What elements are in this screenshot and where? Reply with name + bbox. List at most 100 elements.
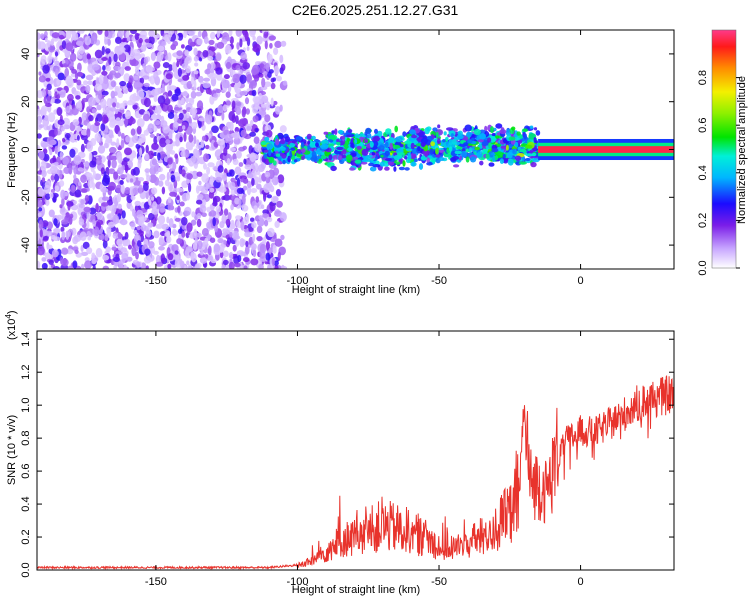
heatmap-signal-cell xyxy=(465,156,470,163)
heatmap-noise-cell xyxy=(91,108,97,114)
heatmap-signal-cell xyxy=(450,133,454,138)
heatmap-noise-cell xyxy=(179,136,183,143)
heatmap-noise-cell xyxy=(124,111,132,120)
snr-y-tick-label: 1.2 xyxy=(20,365,32,380)
heatmap-signal-cell xyxy=(517,146,521,151)
heatmap-noise-cell xyxy=(92,264,96,269)
heatmap-noise-cell xyxy=(239,38,243,48)
heatmap-noise-cell xyxy=(94,226,100,237)
heatmap-noise-cell xyxy=(158,39,166,46)
heatmap-noise-cell xyxy=(277,251,281,261)
heatmap-noise-cell xyxy=(251,177,255,187)
heatmap-noise-cell xyxy=(149,105,153,113)
heatmap-signal-cell xyxy=(395,136,403,143)
heatmap-signal-cell xyxy=(398,166,405,171)
heatmap-noise-cell xyxy=(166,216,170,224)
heatmap-noise-cell xyxy=(256,236,263,242)
heatmap-noise-cell xyxy=(116,138,120,148)
heatmap-noise-cell xyxy=(38,71,42,76)
heatmap-signal-cell xyxy=(519,134,523,139)
heatmap-noise-cell xyxy=(151,158,158,166)
heatmap-noise-cell xyxy=(69,52,77,62)
heatmap-noise-cell xyxy=(199,250,204,256)
heatmap-noise-cell xyxy=(147,222,154,228)
spectrogram-y-axis-label: Frequency (Hz) xyxy=(6,112,18,188)
heatmap-noise-cell xyxy=(96,104,102,111)
heatmap-noise-cell xyxy=(149,133,155,138)
heatmap-noise-cell xyxy=(173,113,178,123)
heatmap-noise-cell xyxy=(203,77,211,82)
heatmap-noise-cell xyxy=(196,38,203,46)
heatmap-signal-cell xyxy=(295,136,303,141)
heatmap-noise-cell xyxy=(61,247,69,255)
heatmap-noise-cell xyxy=(134,200,141,207)
heatmap-noise-cell xyxy=(114,110,119,115)
heatmap-signal-cell xyxy=(336,146,344,151)
heatmap-signal-cell xyxy=(499,129,507,135)
heatmap-noise-cell xyxy=(74,249,79,254)
heatmap-noise-cell xyxy=(213,243,221,253)
heatmap-signal-cell xyxy=(330,165,337,172)
heatmap-noise-cell xyxy=(195,91,203,97)
heatmap-noise-cell xyxy=(132,166,140,176)
heatmap-noise-cell xyxy=(137,240,142,247)
heatmap-noise-cell xyxy=(222,259,229,265)
heatmap-noise-cell xyxy=(221,195,226,201)
heatmap-noise-cell xyxy=(261,103,268,108)
heatmap-signal-cell xyxy=(529,125,534,129)
heatmap-signal-cell xyxy=(454,150,462,155)
heatmap-signal-cell xyxy=(284,136,291,143)
heatmap-noise-cell xyxy=(167,157,173,165)
snr-x-tick-label: 0 xyxy=(578,576,584,588)
heatmap-signal-cell xyxy=(479,133,486,140)
heatmap-noise-cell xyxy=(76,79,82,86)
heatmap-noise-cell xyxy=(86,247,93,255)
heatmap-noise-cell xyxy=(47,244,53,250)
heatmap-noise-cell xyxy=(202,199,207,207)
heatmap-noise-cell xyxy=(105,246,111,253)
heatmap-noise-cell xyxy=(218,186,227,193)
heatmap-noise-cell xyxy=(280,63,286,72)
heatmap-noise-cell xyxy=(182,125,186,130)
heatmap-noise-cell xyxy=(215,67,223,75)
heatmap-noise-cell xyxy=(243,257,250,263)
heatmap-noise-cell xyxy=(252,115,259,123)
heatmap-noise-cell xyxy=(62,156,69,166)
heatmap-noise-cell xyxy=(193,70,199,75)
heatmap-noise-cell xyxy=(264,81,272,87)
heatmap-signal-cell xyxy=(453,164,460,168)
heatmap-noise-cell xyxy=(272,167,280,176)
heatmap-noise-cell xyxy=(158,203,166,214)
heatmap-noise-cell xyxy=(48,259,54,265)
heatmap-noise-cell xyxy=(224,44,232,55)
heatmap-signal-cell xyxy=(523,133,527,140)
heatmap-noise-cell xyxy=(100,233,105,240)
heatmap-noise-cell xyxy=(240,220,245,231)
heatmap-noise-cell xyxy=(183,132,187,142)
heatmap-noise-cell xyxy=(46,125,51,131)
heatmap-noise-cell xyxy=(248,227,254,232)
heatmap-noise-cell xyxy=(86,54,92,60)
heatmap-noise-cell xyxy=(212,217,216,227)
heatmap-signal-cell xyxy=(413,158,418,163)
heatmap-noise-cell xyxy=(223,147,228,157)
heatmap-signal-cell xyxy=(411,134,418,139)
heatmap-signal-cell xyxy=(349,167,356,171)
snr-y-tick-label: 0.2 xyxy=(20,529,32,544)
heatmap-noise-cell xyxy=(241,108,246,118)
heatmap-noise-cell xyxy=(212,195,221,203)
spectrogram-x-axis-label: Height of straight line (km) xyxy=(292,284,420,296)
heatmap-noise-cell xyxy=(183,210,188,218)
heatmap-noise-cell xyxy=(274,106,281,115)
heatmap-noise-cell xyxy=(102,240,108,249)
heatmap-signal-cell xyxy=(494,155,499,161)
heatmap-signal-cell xyxy=(449,146,453,152)
heatmap-noise-cell xyxy=(272,100,278,106)
heatmap-noise-cell xyxy=(96,157,102,166)
heatmap-noise-cell xyxy=(59,91,66,98)
heatmap-noise-cell xyxy=(229,36,234,45)
heatmap-noise-cell xyxy=(138,37,143,44)
spectrogram-y-tick-label: -40 xyxy=(20,237,32,253)
heatmap-noise-cell xyxy=(147,123,155,133)
heatmap-noise-cell xyxy=(125,31,130,39)
